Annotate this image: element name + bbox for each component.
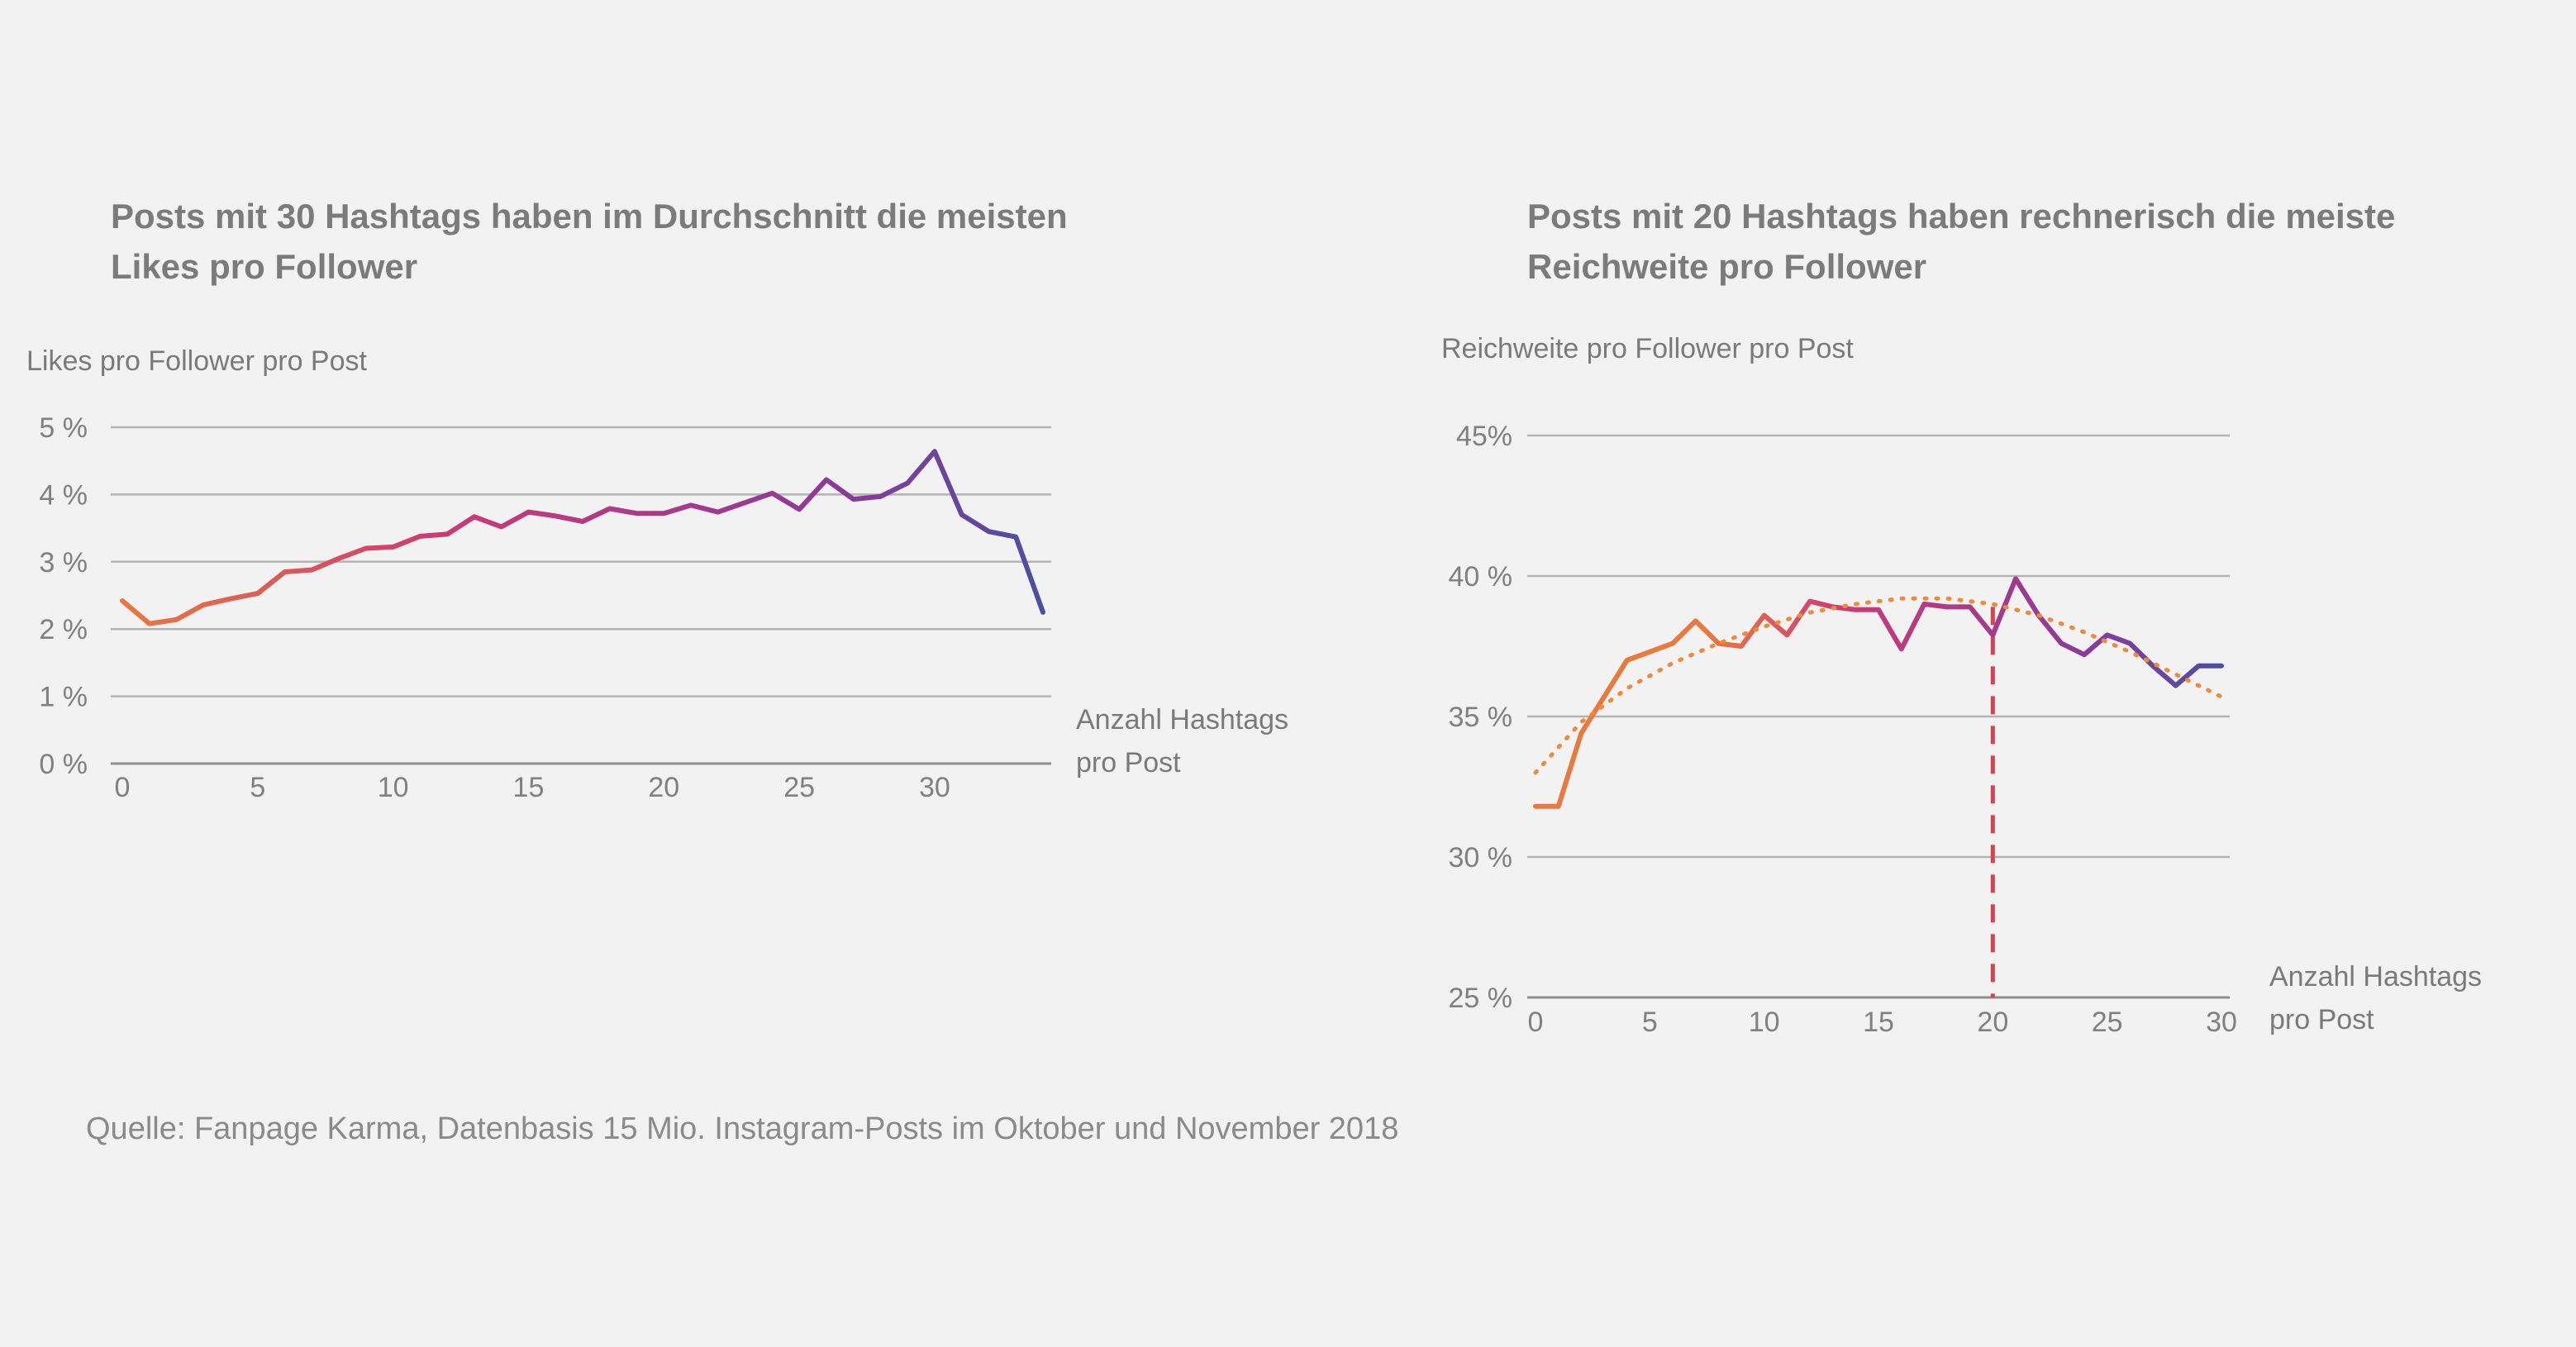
chart2-x-tick-label: 25: [2092, 1007, 2123, 1038]
chart2-y-tick-label: 45%: [1456, 421, 1512, 452]
chart2-series: [1533, 576, 2224, 997]
chart1-x-tick-label: 30: [919, 772, 950, 803]
chart1-title-line1: Posts mit 30 Hashtags haben im Durchschn…: [111, 197, 1068, 236]
chart1-x-tick-label: 5: [250, 772, 265, 803]
chart2-x-tick-label: 10: [1749, 1007, 1780, 1038]
chart2-x-tick-label: 5: [1642, 1007, 1658, 1038]
chart1-gridlines: [111, 426, 1051, 765]
chart2-gridlines: [1527, 434, 2230, 999]
chart2-trend-line: [1533, 596, 2224, 775]
chart2-x-tick-label: 30: [2206, 1007, 2237, 1038]
chart2-x-axis-label-line1: Anzahl Hashtags: [2269, 961, 2482, 992]
chart2-x-tick-label: 15: [1863, 1007, 1894, 1038]
chart2-y-tick-label: 30 %: [1449, 842, 1513, 873]
source-note: Quelle: Fanpage Karma, Datenbasis 15 Mio…: [86, 1111, 1398, 1146]
chart2-y-ticks: 25 % 30 % 35 % 40 % 45%: [1449, 421, 1513, 1014]
chart2-y-axis-label: Reichweite pro Follower pro Post: [1441, 333, 1854, 364]
chart2-x-ticks: 0 5 10 15 20 25 30: [1528, 1007, 2237, 1038]
chart1-x-ticks: 0 5 10 15 20 25 30: [115, 772, 950, 803]
chart2-y-tick-label: 40 %: [1449, 561, 1513, 593]
chart2-y-tick-label: 25 %: [1449, 983, 1513, 1014]
chart1-series: [120, 449, 1045, 626]
chart1-x-tick-label: 20: [648, 772, 679, 803]
chart1-y-tick-label: 4 %: [39, 479, 88, 511]
chart2-x-tick-label: 0: [1528, 1007, 1544, 1038]
chart1-y-axis-label: Likes pro Follower pro Post: [26, 345, 368, 377]
chart2-title-line1: Posts mit 20 Hashtags haben rechnerisch …: [1527, 197, 2395, 236]
chart1-x-axis-label-line1: Anzahl Hashtags: [1076, 704, 1288, 735]
chart1-y-tick-label: 3 %: [39, 547, 88, 578]
chart1-x-axis-label-line2: pro Post: [1076, 747, 1181, 778]
chart1-series-line: [120, 449, 1045, 626]
chart1-x-tick-label: 10: [378, 772, 409, 803]
chart1-y-tick-label: 5 %: [39, 412, 88, 444]
chart2-series-line: [1533, 576, 2224, 809]
chart1-y-tick-label: 1 %: [39, 682, 88, 713]
chart1-y-ticks: 0 % 1 % 2 % 3 % 4 % 5 %: [39, 412, 88, 780]
chart2-title-line2: Reichweite pro Follower: [1527, 247, 1926, 286]
chart1-x-tick-label: 0: [115, 772, 131, 803]
chart1-x-tick-label: 15: [513, 772, 545, 803]
chart2-x-axis-label-line2: pro Post: [2269, 1004, 2374, 1035]
chart2-x-tick-label: 20: [1977, 1007, 2008, 1038]
chart2-y-tick-label: 35 %: [1449, 702, 1513, 733]
chart1-title-line2: Likes pro Follower: [111, 247, 417, 286]
chart1-x-tick-label: 25: [783, 772, 815, 803]
chart1-y-tick-label: 2 %: [39, 614, 88, 645]
chart1-y-tick-label: 0 %: [39, 749, 88, 780]
